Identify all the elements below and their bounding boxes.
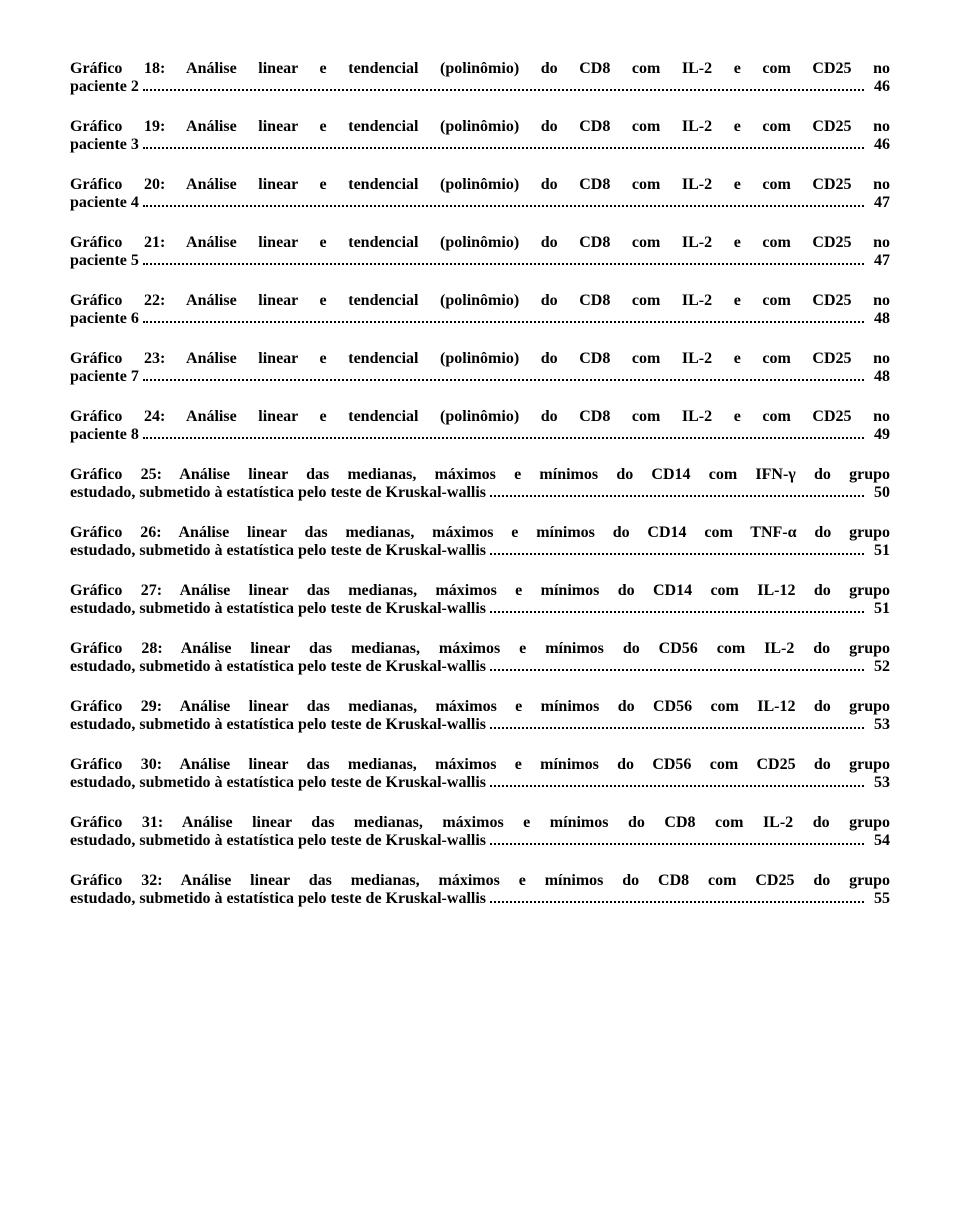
entry-line2: estudado, submetido à estatística pelo t… [70,774,486,792]
toc-entry: Gráfico 24: Análise linear e tendencial … [70,408,890,444]
entry-line2: estudado, submetido à estatística pelo t… [70,890,486,908]
page-number: 53 [868,716,890,734]
leader-dots [143,147,864,149]
page-number: 55 [868,890,890,908]
page-number: 46 [868,136,890,154]
entry-line2-row: paciente 7 48 [70,368,890,386]
toc-entry: Gráfico 26: Análise linear das medianas,… [70,524,890,560]
leader-dots [143,263,864,265]
toc-entry: Gráfico 30: Análise linear das medianas,… [70,756,890,792]
entry-line1: Gráfico 27: Análise linear das medianas,… [70,582,890,600]
leader-dots [490,901,864,903]
page-number: 51 [868,600,890,618]
entry-line2-row: estudado, submetido à estatística pelo t… [70,658,890,676]
toc-entry: Gráfico 25: Análise linear das medianas,… [70,466,890,502]
entry-line1: Gráfico 25: Análise linear das medianas,… [70,466,890,484]
page-number: 52 [868,658,890,676]
entry-line1: Gráfico 29: Análise linear das medianas,… [70,698,890,716]
entry-line1: Gráfico 31: Análise linear das medianas,… [70,814,890,832]
entry-line1: Gráfico 26: Análise linear das medianas,… [70,524,890,542]
entry-line2: estudado, submetido à estatística pelo t… [70,658,486,676]
entry-line2-row: paciente 6 48 [70,310,890,328]
page-number: 49 [868,426,890,444]
page-number: 47 [868,252,890,270]
leader-dots [143,379,864,381]
entry-line2: paciente 5 [70,252,139,270]
leader-dots [490,495,864,497]
entry-line2: paciente 7 [70,368,139,386]
leader-dots [490,669,864,671]
toc-entry: Gráfico 22: Análise linear e tendencial … [70,292,890,328]
entry-line2: paciente 8 [70,426,139,444]
entry-line1: Gráfico 21: Análise linear e tendencial … [70,234,890,252]
leader-dots [143,89,864,91]
entry-line2: paciente 3 [70,136,139,154]
leader-dots [490,843,864,845]
page-number: 53 [868,774,890,792]
leader-dots [490,553,864,555]
entry-line2-row: estudado, submetido à estatística pelo t… [70,484,890,502]
entry-line2: paciente 6 [70,310,139,328]
toc-entry: Gráfico 31: Análise linear das medianas,… [70,814,890,850]
leader-dots [490,727,864,729]
entry-line2: estudado, submetido à estatística pelo t… [70,716,486,734]
page-number: 54 [868,832,890,850]
page-number: 50 [868,484,890,502]
entry-line1: Gráfico 24: Análise linear e tendencial … [70,408,890,426]
entry-line2: estudado, submetido à estatística pelo t… [70,600,486,618]
entry-line2: estudado, submetido à estatística pelo t… [70,484,486,502]
entry-line2-row: estudado, submetido à estatística pelo t… [70,774,890,792]
entry-line1: Gráfico 22: Análise linear e tendencial … [70,292,890,310]
entry-line1: Gráfico 23: Análise linear e tendencial … [70,350,890,368]
entry-line1: Gráfico 30: Análise linear das medianas,… [70,756,890,774]
entry-line2-row: estudado, submetido à estatística pelo t… [70,890,890,908]
entry-line2-row: paciente 4 47 [70,194,890,212]
entry-line1: Gráfico 32: Análise linear das medianas,… [70,872,890,890]
toc-entry: Gráfico 19: Análise linear e tendencial … [70,118,890,154]
entry-line2-row: estudado, submetido à estatística pelo t… [70,542,890,560]
page-number: 51 [868,542,890,560]
page-number: 47 [868,194,890,212]
leader-dots [143,321,864,323]
entry-line2: estudado, submetido à estatística pelo t… [70,832,486,850]
toc-entry: Gráfico 23: Análise linear e tendencial … [70,350,890,386]
entry-line1: Gráfico 19: Análise linear e tendencial … [70,118,890,136]
toc-entry: Gráfico 20: Análise linear e tendencial … [70,176,890,212]
entry-line2-row: paciente 3 46 [70,136,890,154]
toc-entry: Gráfico 27: Análise linear das medianas,… [70,582,890,618]
entry-line1: Gráfico 18: Análise linear e tendencial … [70,60,890,78]
entry-line2-row: estudado, submetido à estatística pelo t… [70,600,890,618]
leader-dots [490,611,864,613]
entry-line1: Gráfico 20: Análise linear e tendencial … [70,176,890,194]
list-of-figures: Gráfico 18: Análise linear e tendencial … [70,60,890,908]
toc-entry: Gráfico 32: Análise linear das medianas,… [70,872,890,908]
toc-entry: Gráfico 21: Análise linear e tendencial … [70,234,890,270]
leader-dots [490,785,864,787]
entry-line2-row: estudado, submetido à estatística pelo t… [70,832,890,850]
entry-line2: paciente 4 [70,194,139,212]
leader-dots [143,205,864,207]
entry-line2-row: paciente 2 46 [70,78,890,96]
entry-line2-row: paciente 8 49 [70,426,890,444]
toc-entry: Gráfico 18: Análise linear e tendencial … [70,60,890,96]
entry-line2: paciente 2 [70,78,139,96]
page-number: 48 [868,368,890,386]
page-number: 48 [868,310,890,328]
page-number: 46 [868,78,890,96]
entry-line2-row: estudado, submetido à estatística pelo t… [70,716,890,734]
toc-entry: Gráfico 28: Análise linear das medianas,… [70,640,890,676]
entry-line2: estudado, submetido à estatística pelo t… [70,542,486,560]
leader-dots [143,437,864,439]
entry-line1: Gráfico 28: Análise linear das medianas,… [70,640,890,658]
entry-line2-row: paciente 5 47 [70,252,890,270]
toc-entry: Gráfico 29: Análise linear das medianas,… [70,698,890,734]
